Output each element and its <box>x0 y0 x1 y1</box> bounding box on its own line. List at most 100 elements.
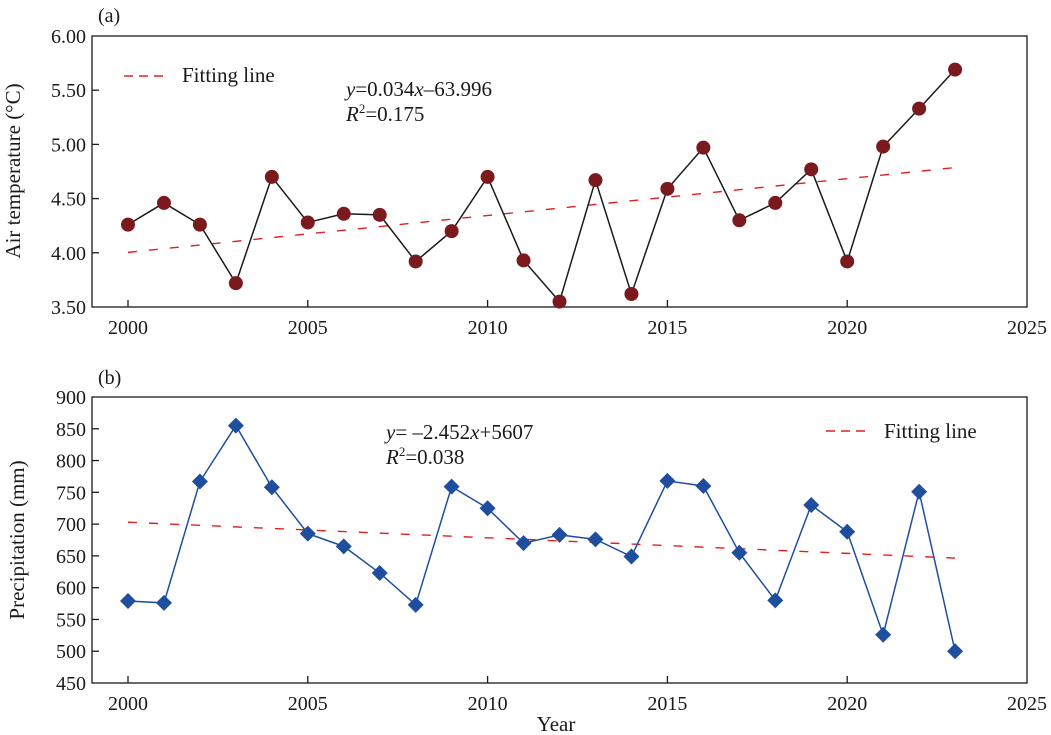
legend-label-b: Fitting line <box>884 419 977 443</box>
data-point <box>624 286 639 301</box>
x-tick-label: 2015 <box>647 693 687 715</box>
y-tick-label: 5.00 <box>51 134 86 156</box>
data-point <box>587 531 604 548</box>
x-axis-b: 2000 2005 2010 2015 2020 2025 <box>108 676 1047 715</box>
x-tick-label: 2015 <box>647 317 687 339</box>
data-point <box>479 500 496 517</box>
y-tick-label: 750 <box>56 482 86 504</box>
data-point <box>408 254 423 269</box>
y-tick-label: 5.50 <box>51 80 86 102</box>
data-point <box>875 626 892 643</box>
x-tick-label: 2000 <box>108 317 148 339</box>
data-point <box>659 472 676 489</box>
panel-label-b: (b) <box>98 367 121 389</box>
data-point <box>552 294 567 309</box>
y-tick-label: 800 <box>56 451 86 473</box>
r2-sup-b: 2 <box>399 444 406 459</box>
r2-r-a: R <box>345 102 359 126</box>
eq-y-a: y <box>344 77 356 101</box>
y-tick-label: 4.50 <box>51 189 86 211</box>
data-point <box>947 643 964 660</box>
series-precipitation <box>120 417 964 660</box>
data-point <box>300 215 315 230</box>
x-tick-label: 2020 <box>827 693 867 715</box>
data-point <box>696 140 711 155</box>
plot-frame-b <box>91 396 1028 684</box>
y-tick-label: 3.50 <box>51 297 86 319</box>
x-tick-label: 2005 <box>288 693 328 715</box>
x-tick-label: 2000 <box>108 693 148 715</box>
data-point <box>156 195 171 210</box>
data-point <box>227 417 244 434</box>
data-point <box>155 594 172 611</box>
data-point <box>768 195 783 210</box>
fit-line <box>127 166 956 254</box>
data-point <box>480 169 495 184</box>
y-tick-label: 650 <box>56 546 86 568</box>
eq-tail-a: –63.996 <box>423 77 492 101</box>
data-point <box>695 477 712 494</box>
x-tick-label: 2005 <box>288 317 328 339</box>
data-point <box>444 224 459 239</box>
data-point <box>731 544 748 561</box>
r2-body-a: =0.175 <box>365 102 424 126</box>
x-tick-label: 2025 <box>1007 693 1047 715</box>
y-tick-label: 600 <box>56 578 86 600</box>
y-axis-b: 450 500 550 600 650 700 750 800 850 900 <box>56 387 99 695</box>
data-point <box>228 276 243 291</box>
y-tick-label: 4.00 <box>51 243 86 265</box>
panel-label-a: (a) <box>98 5 120 27</box>
x-tick-label: 2025 <box>1007 317 1047 339</box>
y-tick-label: 500 <box>56 641 86 663</box>
fit-line <box>127 521 956 559</box>
data-point <box>516 253 531 268</box>
data-point <box>263 479 280 496</box>
panel-a-temperature: (a) 3.50 4.00 4.50 5.00 5.50 6.00 2000 2005 201… <box>1 5 1047 339</box>
data-point <box>767 592 784 609</box>
data-point <box>335 538 352 555</box>
data-point <box>912 101 927 116</box>
data-point <box>840 254 855 269</box>
y-tick-label: 6.00 <box>51 26 86 48</box>
data-point <box>372 207 387 222</box>
series-temperature <box>121 62 963 309</box>
x-tick-label: 2010 <box>468 317 508 339</box>
data-point <box>623 548 640 565</box>
data-point <box>732 213 747 228</box>
legend-a: Fitting line <box>124 63 275 87</box>
eq-body-a: =0.034 <box>355 77 415 101</box>
data-point <box>876 139 891 154</box>
fitting-line-b <box>127 521 956 559</box>
data-point <box>371 565 388 582</box>
r2-b: R2=0.038 <box>385 444 464 469</box>
data-point <box>443 478 460 495</box>
fitting-line-a <box>127 166 956 254</box>
r2-sup-a: 2 <box>359 101 366 116</box>
data-point <box>803 497 820 514</box>
r2-body-b: =0.038 <box>405 445 464 469</box>
data-point <box>804 162 819 177</box>
data-point <box>191 473 208 490</box>
data-point <box>407 596 424 613</box>
data-point <box>660 181 675 196</box>
y-tick-label: 450 <box>56 673 86 695</box>
legend-b: Fitting line <box>826 419 977 443</box>
data-point <box>299 525 316 542</box>
y-axis-a: 3.50 4.00 4.50 5.00 5.50 6.00 <box>51 26 99 319</box>
eq-y-b: y <box>384 420 396 444</box>
data-point <box>264 169 279 184</box>
data-point <box>839 523 856 540</box>
equation-b: y= –2.452x+5607 <box>384 420 533 444</box>
legend-label-a: Fitting line <box>182 63 275 87</box>
data-point <box>911 483 928 500</box>
data-point <box>120 593 136 610</box>
y-axis-title-b: Precipitation (mm) <box>5 460 29 619</box>
r2-r-b: R <box>385 445 399 469</box>
x-tick-label: 2020 <box>827 317 867 339</box>
x-axis-title: Year <box>537 712 576 735</box>
eq-x-b: x <box>469 420 480 444</box>
eq-body-b: = –2.452 <box>395 420 470 444</box>
y-tick-label: 850 <box>56 419 86 441</box>
